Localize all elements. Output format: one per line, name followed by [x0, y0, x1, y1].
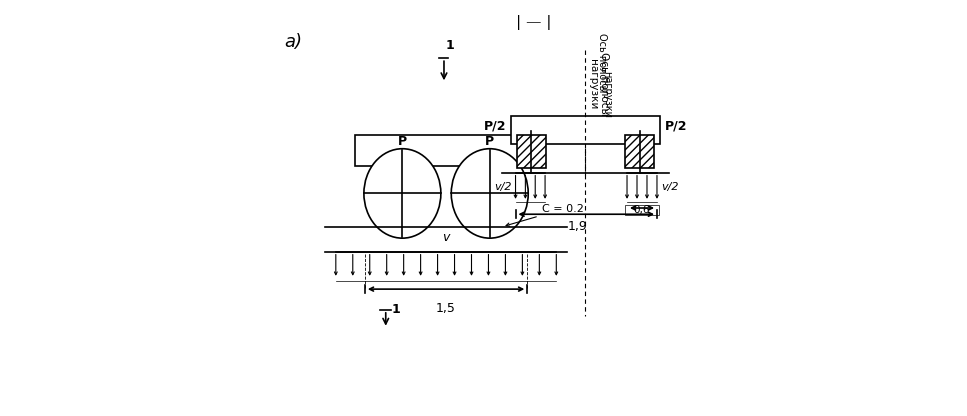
Bar	[625, 205, 659, 215]
Text: v: v	[442, 231, 450, 244]
Text: P: P	[397, 135, 407, 148]
Text: Ось полосы
нагрузки: Ось полосы нагрузки	[588, 52, 609, 116]
Text: 1,5: 1,5	[436, 302, 456, 314]
Bar	[511, 116, 660, 144]
Text: v/2: v/2	[494, 182, 512, 192]
Text: P/2: P/2	[664, 119, 687, 132]
Text: v/2: v/2	[661, 182, 679, 192]
Bar	[355, 135, 538, 166]
Bar	[625, 135, 654, 168]
Text: 1: 1	[391, 303, 400, 317]
Bar	[516, 135, 546, 168]
Text: C = 0.2: C = 0.2	[506, 204, 584, 226]
Text: 1,9: 1,9	[568, 220, 588, 233]
Ellipse shape	[364, 149, 441, 238]
Text: 1: 1	[446, 39, 454, 52]
Ellipse shape	[452, 149, 528, 238]
Text: Ось полосы: Ось полосы	[597, 33, 606, 93]
Text: P: P	[485, 135, 494, 148]
Text: 0,6: 0,6	[633, 205, 650, 215]
Text: | — |: | — |	[515, 15, 551, 30]
Text: a): a)	[284, 33, 302, 51]
Text: P/2: P/2	[484, 119, 507, 132]
Text: нагрузки: нагрузки	[602, 71, 612, 118]
